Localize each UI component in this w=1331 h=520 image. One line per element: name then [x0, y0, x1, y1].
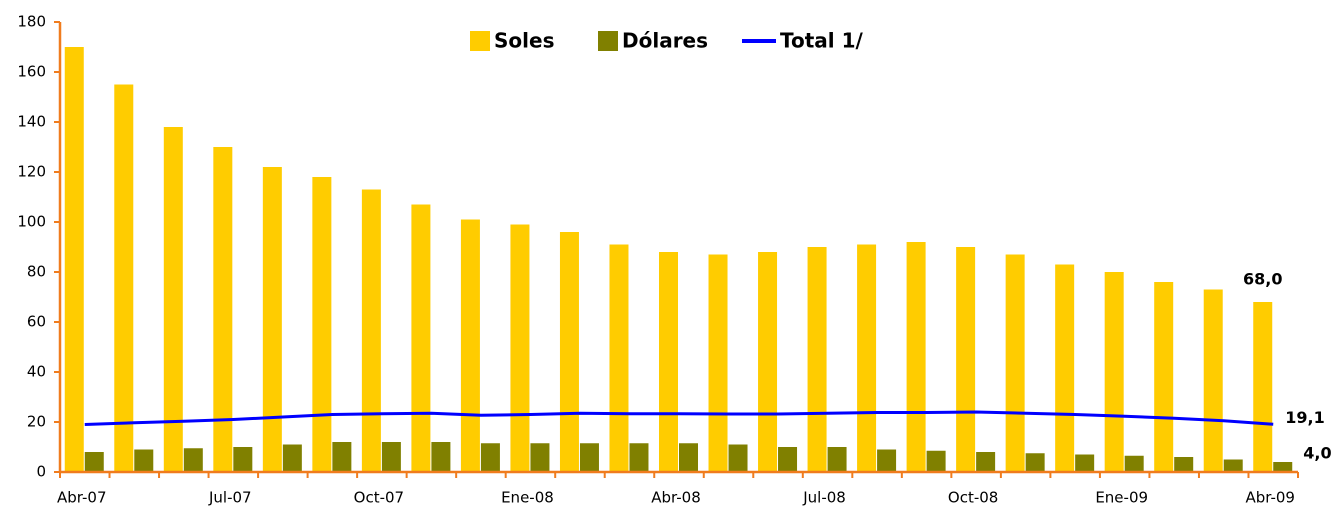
y-tick-label: 140	[17, 113, 46, 131]
bar	[163, 127, 183, 472]
bar	[64, 47, 84, 472]
x-tick-label: Abr-08	[651, 489, 701, 507]
x-tick-label: Abr-09	[1245, 489, 1295, 507]
legend-swatch	[598, 31, 618, 51]
data-label: 4,0	[1303, 444, 1331, 463]
bar	[1253, 302, 1273, 472]
legend-label: Dólares	[622, 29, 708, 53]
bar	[728, 444, 748, 472]
bar	[1005, 254, 1025, 472]
bar	[877, 449, 897, 472]
line	[84, 410, 1274, 426]
bar	[460, 219, 480, 472]
bar	[609, 244, 629, 472]
bar	[559, 232, 579, 472]
bar	[1075, 454, 1095, 472]
bar	[956, 247, 976, 472]
bar	[381, 442, 401, 472]
bar	[1104, 272, 1124, 472]
bar	[233, 447, 253, 472]
bar	[1124, 455, 1144, 472]
x-tick-label: Jul-08	[802, 489, 846, 507]
y-tick-label: 20	[27, 413, 46, 431]
legend-label: Total 1/	[780, 29, 864, 53]
bar	[976, 452, 996, 472]
bar	[857, 244, 877, 472]
x-tick-label: Oct-08	[948, 489, 998, 507]
y-tick-label: 60	[27, 313, 46, 331]
y-tick-label: 100	[17, 213, 46, 231]
data-label: 68,0	[1243, 270, 1282, 289]
bar	[134, 449, 154, 472]
bar	[758, 252, 778, 472]
bar	[1055, 264, 1075, 472]
x-tick-label: Oct-07	[354, 489, 404, 507]
bar	[827, 447, 847, 472]
bar	[679, 443, 698, 472]
bar	[361, 189, 381, 472]
y-tick-label: 40	[27, 363, 46, 381]
bar	[183, 448, 203, 472]
bar	[629, 443, 649, 472]
y-tick-label: 180	[17, 13, 46, 31]
bar	[708, 254, 728, 472]
bar	[332, 442, 352, 472]
bar	[213, 147, 233, 472]
bar	[84, 452, 104, 472]
bar	[579, 443, 599, 472]
bar	[312, 177, 332, 472]
bar	[1223, 459, 1243, 472]
data-label: 19,1	[1285, 408, 1324, 427]
bar	[510, 224, 530, 472]
bar	[530, 443, 550, 472]
bar	[411, 204, 431, 472]
bar	[926, 450, 946, 472]
bar	[1203, 289, 1223, 472]
bar	[1174, 457, 1194, 472]
x-tick-label: Ene-09	[1095, 489, 1148, 507]
legend-label: Soles	[494, 29, 554, 53]
bar	[1273, 462, 1293, 472]
bar	[262, 167, 282, 472]
bar	[659, 252, 678, 472]
y-tick-label: 120	[17, 163, 46, 181]
legend-swatch	[470, 31, 490, 51]
bar	[282, 444, 302, 472]
bar	[778, 447, 798, 472]
bar	[906, 242, 926, 472]
bar	[1025, 453, 1045, 472]
x-tick-label: Ene-08	[501, 489, 554, 507]
x-tick-label: Jul-07	[208, 489, 252, 507]
bar	[431, 442, 451, 472]
y-tick-label: 0	[36, 463, 46, 481]
bar	[114, 84, 134, 472]
bar	[1154, 282, 1174, 472]
y-tick-label: 160	[17, 63, 46, 81]
y-tick-label: 80	[27, 263, 46, 281]
bar	[480, 443, 500, 472]
x-tick-label: Abr-07	[57, 489, 107, 507]
bar	[807, 247, 827, 472]
